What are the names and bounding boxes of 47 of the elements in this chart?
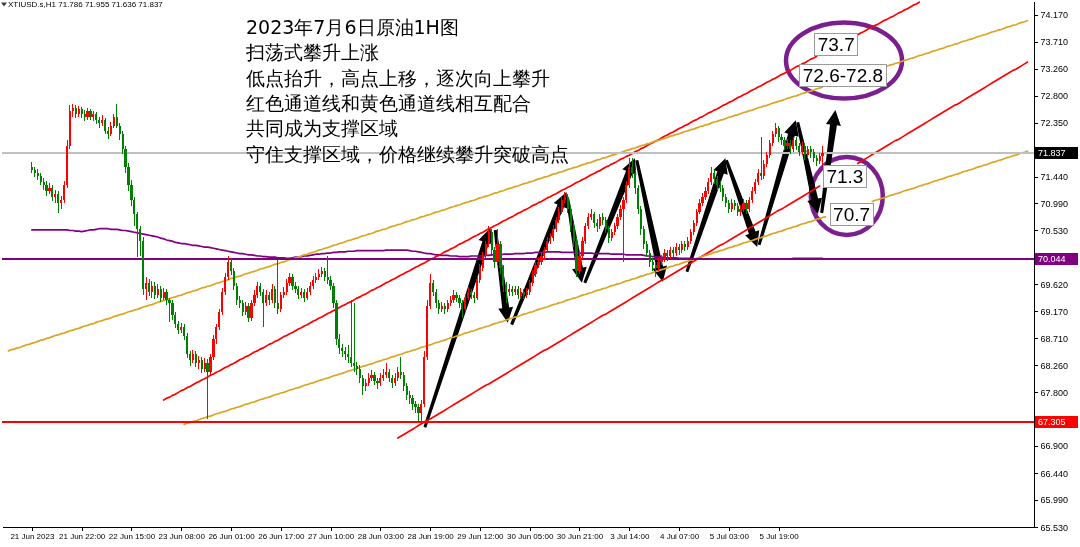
annotation: 红色通道线和黄色通道线相互配合: [246, 91, 531, 114]
x-tick-label: 3 Jul 14:00: [610, 531, 650, 541]
annotation: 73.7: [817, 34, 855, 55]
y-tick-label: 71.440: [1040, 172, 1069, 183]
x-tick-label: 21 Jun 22:00: [59, 531, 106, 541]
y-tick-label: 69.170: [1040, 306, 1069, 317]
x-tick-label: 4 Jul 07:00: [659, 531, 700, 541]
y-tick-label: 66.900: [1040, 441, 1069, 452]
x-tick-label: 23 Jun 08:00: [158, 531, 206, 541]
annotation: 守住支撑区域，价格继续攀升突破高点: [246, 142, 569, 165]
x-tick-label: 22 Jun 15:00: [108, 531, 156, 541]
x-tick-label: 26 Jun 17:00: [258, 531, 305, 541]
x-tick-label: 28 Jun 03:00: [357, 531, 405, 541]
annotation: 72.6-72.8: [802, 64, 884, 86]
annotation: XTIUSD.s,H1 71.786 71.955 71.636 71.837: [8, 0, 164, 9]
annotation: 71.3: [826, 165, 864, 187]
ref-line-label: 71.837: [1038, 147, 1066, 158]
y-tick-label: 70.530: [1040, 225, 1069, 236]
x-tick-label: 27 Jun 10:00: [307, 531, 355, 541]
y-tick-label: 70.990: [1040, 198, 1069, 209]
ref-line-label: 67.305: [1038, 416, 1066, 427]
y-tick-label: 68.710: [1040, 333, 1069, 344]
y-tick-label: 68.260: [1040, 360, 1069, 371]
y-tick-label: 73.710: [1040, 37, 1069, 48]
x-tick-label: 30 Jun 21:00: [556, 531, 604, 541]
y-tick-label: 66.440: [1040, 468, 1069, 479]
y-tick-label: 73.260: [1040, 64, 1069, 75]
annotation: 70.7: [833, 203, 871, 225]
y-tick-label: 65.530: [1040, 522, 1069, 533]
y-tick-label: 72.350: [1040, 118, 1069, 129]
annotation: 低点抬升，高点上移，逐次向上攀升: [246, 66, 550, 89]
x-tick-label: 28 Jun 19:00: [407, 531, 455, 541]
x-tick-label: 30 Jun 05:00: [507, 531, 554, 541]
x-tick-label: 5 Jul 03:00: [709, 531, 750, 541]
y-tick-label: 65.990: [1040, 495, 1069, 506]
x-tick-label: 26 Jun 01:00: [208, 531, 256, 541]
text: 2023年7月6日原油1H图: [246, 16, 459, 38]
annotation: 扫荡式攀升上涨: [245, 41, 379, 64]
x-tick-label: 29 Jun 12:00: [457, 531, 505, 541]
x-tick-label: 5 Jul 19:00: [759, 531, 800, 541]
x-tick-label: 21 Jun 2023: [10, 531, 55, 541]
y-tick-label: 72.800: [1040, 91, 1069, 102]
y-tick-label: 74.170: [1040, 10, 1069, 21]
y-tick-label: 67.800: [1040, 387, 1069, 398]
ref-line-label: 70.044: [1038, 254, 1066, 265]
annotation: 共同成为支撑区域: [246, 117, 398, 140]
y-tick-label: 69.620: [1040, 279, 1069, 290]
